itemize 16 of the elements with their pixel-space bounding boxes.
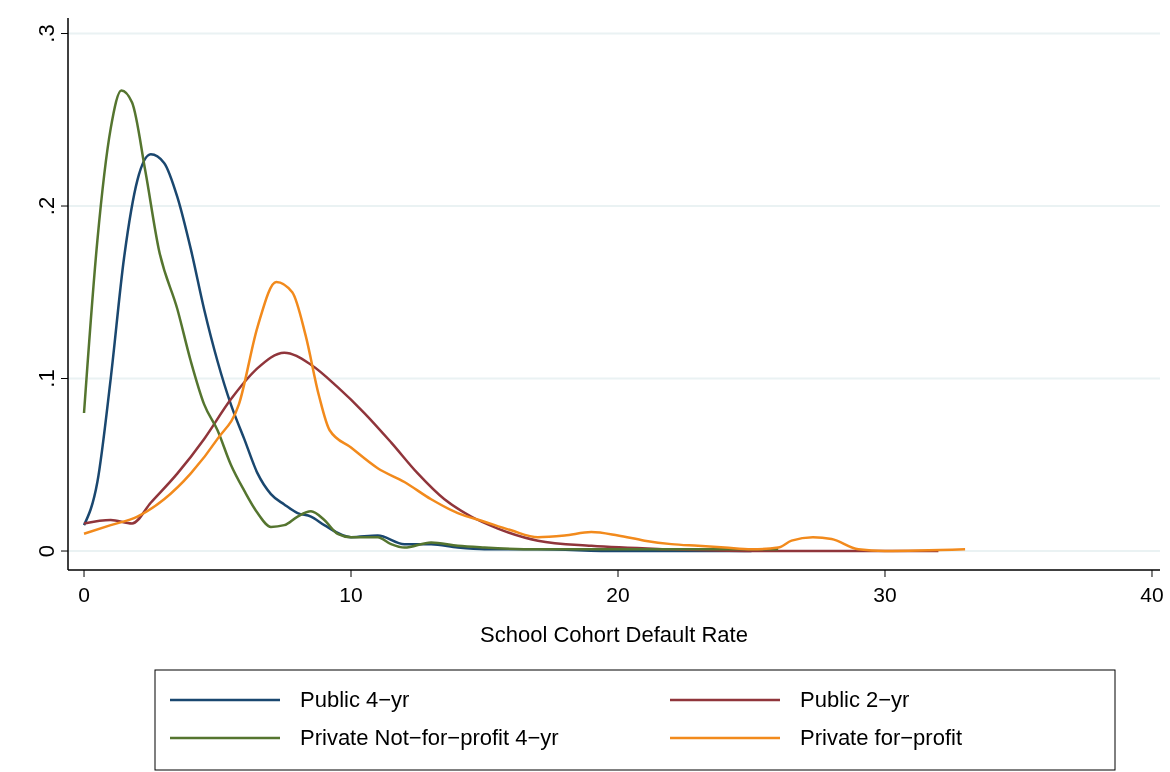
legend-label: Public 4−yr [300, 687, 410, 712]
legend-label: Private Not−for−profit 4−yr [300, 725, 559, 750]
x-axis-title: School Cohort Default Rate [480, 622, 748, 647]
y-tick-label: .2 [34, 196, 59, 216]
x-tick-label: 30 [873, 583, 897, 606]
legend-label: Public 2−yr [800, 687, 910, 712]
y-tick-label: .3 [34, 24, 59, 43]
line-series [82, 280, 967, 553]
x-tick-label: 0 [78, 583, 90, 606]
legend-label: Private for−profit [800, 725, 963, 750]
x-tick-label: 40 [1140, 583, 1164, 606]
x-tick-label: 20 [606, 583, 630, 606]
y-tick-label: .1 [34, 369, 59, 388]
line-series [82, 89, 780, 551]
y-tick-label: 0 [34, 544, 59, 558]
x-tick-label: 10 [339, 583, 363, 606]
